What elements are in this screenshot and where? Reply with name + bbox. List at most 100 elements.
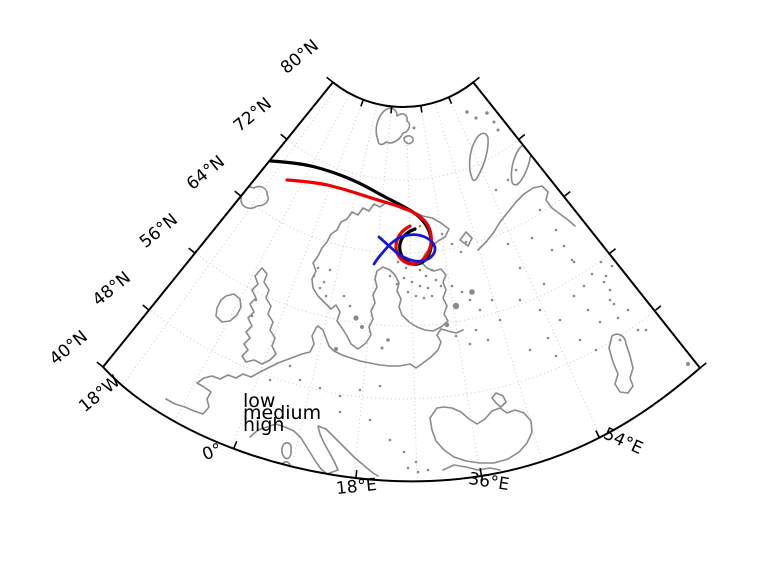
longitude-tick-bottom bbox=[355, 470, 358, 479]
lake-dot bbox=[322, 280, 326, 284]
coastline-caspian-sea bbox=[608, 333, 634, 394]
lake-dots bbox=[250, 110, 690, 474]
lake-dot bbox=[465, 110, 469, 114]
meridian-gridline bbox=[435, 104, 547, 475]
lake-dot bbox=[444, 322, 450, 328]
lake-dot bbox=[586, 308, 590, 312]
coastline-kanin bbox=[459, 231, 473, 247]
latitude-tick bbox=[188, 247, 196, 254]
latitude-tick bbox=[326, 76, 334, 83]
coastline-ireland bbox=[215, 293, 242, 323]
lake-dot bbox=[582, 284, 586, 288]
latitude-tick bbox=[518, 133, 526, 141]
lake-dot bbox=[616, 316, 620, 320]
lake-dot bbox=[388, 274, 392, 278]
lake-dot bbox=[486, 338, 490, 342]
latitude-tick bbox=[234, 190, 242, 197]
lake-dot bbox=[460, 290, 464, 294]
lake-dot bbox=[440, 232, 444, 236]
lake-dot bbox=[570, 258, 574, 262]
lake-dot bbox=[368, 418, 372, 422]
lake-dot bbox=[494, 188, 498, 192]
lake-dot bbox=[626, 308, 630, 312]
latitude-tick bbox=[699, 362, 707, 369]
lake-dot bbox=[318, 386, 322, 390]
lake-dot bbox=[558, 318, 562, 322]
lake-dot bbox=[550, 248, 554, 252]
lake-dot bbox=[506, 242, 510, 246]
lake-dot bbox=[602, 280, 606, 284]
lake-dot bbox=[430, 294, 434, 298]
coastline-turkey bbox=[442, 464, 501, 471]
latitude-tick bbox=[654, 305, 662, 312]
lat-label-72n: 72°N bbox=[230, 94, 276, 137]
lake-dot bbox=[542, 282, 546, 286]
meridian-gridline bbox=[405, 108, 418, 482]
lake-dot bbox=[439, 284, 443, 288]
lake-dot bbox=[554, 228, 558, 232]
lake-dot bbox=[358, 388, 362, 392]
lake-dot bbox=[506, 178, 510, 182]
parallel-gridline bbox=[132, 294, 674, 400]
lake-dot bbox=[328, 268, 332, 272]
latitude-axis-labels: 80°N 72°N 64°N 56°N 48°N 40°N bbox=[46, 36, 323, 370]
lake-dot bbox=[590, 272, 594, 276]
coastline-continent-northwest bbox=[165, 325, 464, 415]
lake-dot bbox=[450, 242, 454, 246]
lake-dot bbox=[412, 126, 416, 130]
lake-dot bbox=[434, 278, 438, 282]
lake-dot bbox=[528, 348, 532, 352]
lake-dot bbox=[426, 286, 430, 290]
lake-dot bbox=[485, 111, 489, 115]
lake-dot bbox=[468, 342, 472, 346]
lake-dot bbox=[360, 325, 364, 329]
lake-dot bbox=[388, 438, 392, 442]
lake-dot bbox=[395, 282, 399, 286]
lake-dot bbox=[298, 408, 302, 412]
lat-label-64n: 64°N bbox=[183, 152, 229, 195]
lat-label-40n: 40°N bbox=[46, 327, 92, 370]
lake-dot bbox=[334, 347, 338, 351]
latitude-tick bbox=[608, 248, 617, 255]
lake-dot bbox=[474, 328, 478, 332]
lake-dot bbox=[598, 320, 602, 324]
lake-dot bbox=[402, 450, 406, 454]
coastline-azov-sea bbox=[491, 392, 507, 408]
longitude-tick-top bbox=[419, 105, 423, 113]
lake-dot bbox=[638, 268, 642, 272]
meridian-gridline bbox=[351, 108, 392, 482]
lake-dot bbox=[608, 288, 612, 292]
map-interior bbox=[110, 87, 690, 482]
lake-dot bbox=[578, 338, 582, 342]
legend-label-high: high bbox=[243, 414, 284, 436]
legend-label-medium: medium bbox=[243, 402, 321, 424]
lon-label-18e: 18°E bbox=[335, 475, 378, 499]
lake-dot bbox=[424, 274, 428, 278]
parallel-gridline bbox=[278, 132, 528, 181]
legend-label-low: low bbox=[243, 390, 275, 412]
lake-dot bbox=[610, 264, 614, 268]
lake-dot bbox=[378, 384, 382, 388]
lon-label-36e: 36°E bbox=[467, 469, 511, 495]
lake-dot bbox=[414, 294, 418, 298]
longitude-tick-bottom bbox=[595, 430, 601, 439]
lake-dot bbox=[636, 328, 640, 332]
lake-dot bbox=[518, 298, 522, 302]
coastline-great-britain bbox=[241, 267, 277, 365]
lake-dot bbox=[324, 294, 328, 298]
lake-dot bbox=[250, 314, 254, 318]
coastline-arctic-russia bbox=[477, 185, 576, 251]
lake-dot bbox=[514, 168, 518, 172]
meridian-gridline bbox=[449, 98, 608, 452]
lake-dot bbox=[406, 290, 410, 294]
lake-dot bbox=[254, 298, 258, 302]
lake-dot bbox=[418, 268, 422, 272]
lake-dot bbox=[414, 460, 418, 464]
lake-dot bbox=[402, 276, 406, 280]
lake-dot bbox=[422, 296, 426, 300]
lake-dot bbox=[686, 362, 690, 366]
lake-dot bbox=[450, 284, 454, 288]
lake-dot bbox=[342, 294, 346, 298]
meridian-gridline bbox=[225, 101, 364, 463]
